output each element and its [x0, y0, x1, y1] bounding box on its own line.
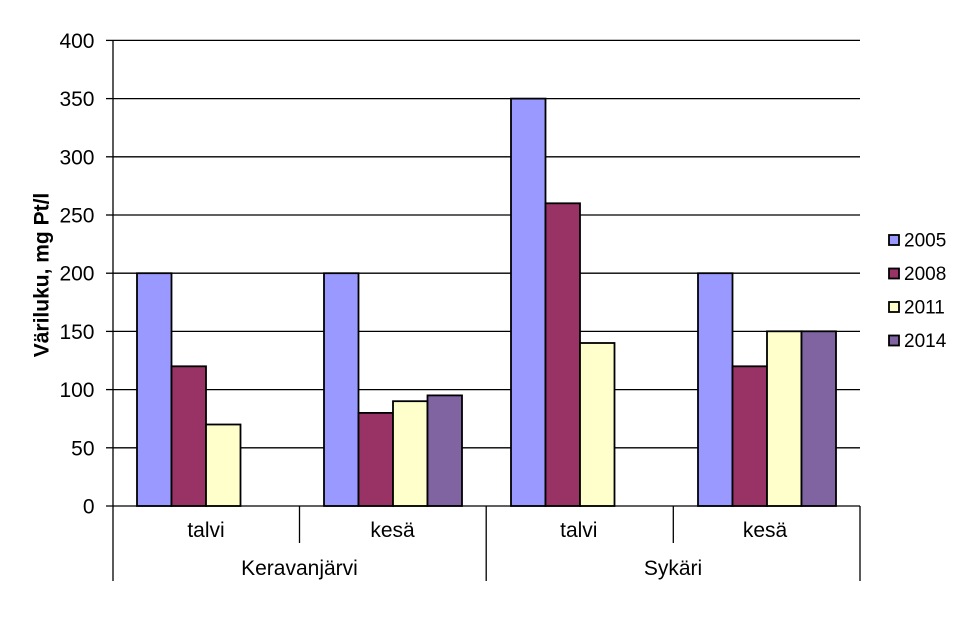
svg-text:100: 100: [59, 379, 94, 402]
svg-text:2005: 2005: [904, 231, 946, 252]
svg-text:200: 200: [59, 263, 94, 286]
svg-text:2008: 2008: [904, 264, 946, 285]
svg-text:150: 150: [59, 321, 94, 344]
svg-text:2014: 2014: [904, 331, 947, 352]
svg-text:300: 300: [59, 146, 94, 169]
svg-text:50: 50: [71, 437, 94, 460]
svg-text:2011: 2011: [904, 298, 945, 319]
svg-text:kesä: kesä: [743, 519, 788, 542]
svg-text:Keravanjärvi: Keravanjärvi: [241, 557, 358, 580]
svg-text:Sykäri: Sykäri: [644, 557, 702, 580]
svg-text:Väriluku, mg Pt/l: Väriluku, mg Pt/l: [30, 193, 53, 358]
svg-text:250: 250: [59, 205, 94, 228]
svg-text:400: 400: [59, 30, 94, 53]
svg-text:0: 0: [83, 496, 95, 519]
svg-text:talvi: talvi: [560, 519, 597, 542]
svg-text:talvi: talvi: [187, 519, 224, 542]
svg-text:350: 350: [59, 88, 94, 111]
svg-text:kesä: kesä: [370, 519, 415, 542]
